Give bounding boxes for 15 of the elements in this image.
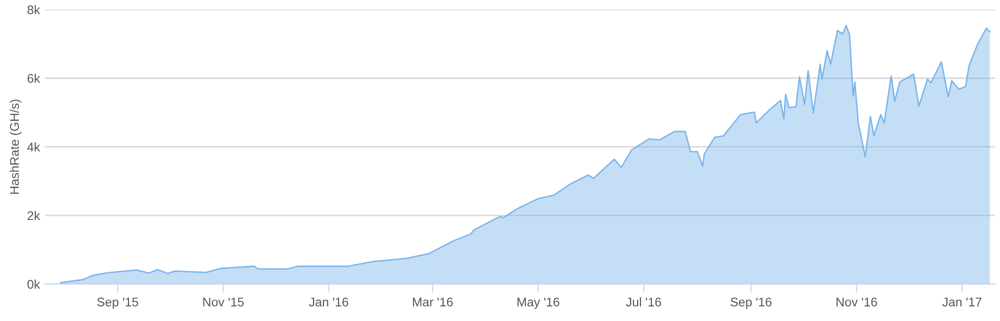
- x-tick-label: Nov '15: [203, 298, 244, 306]
- x-tick-label: May '16: [518, 298, 560, 309]
- y-tick-label: 0k: [27, 280, 40, 289]
- x-tick-label: Jan '17: [942, 298, 982, 306]
- y-tick-label: 6k: [28, 74, 40, 83]
- x-tick-label: Mar '16: [412, 298, 453, 306]
- x-tick-label: Sep '16: [730, 298, 772, 309]
- y-tick-label: 4k: [27, 142, 40, 152]
- x-tick-label: Jul '16: [626, 297, 662, 306]
- x-tick-label: Sep '15: [97, 298, 138, 309]
- x-tick-label: Nov '16: [836, 298, 878, 306]
- y-tick-label: 8k: [27, 5, 40, 14]
- y-tick-label: 2k: [28, 210, 40, 220]
- y-axis-title: HashRate (GH/s): [10, 100, 22, 194]
- x-tick-label: Jan '16: [309, 298, 348, 306]
